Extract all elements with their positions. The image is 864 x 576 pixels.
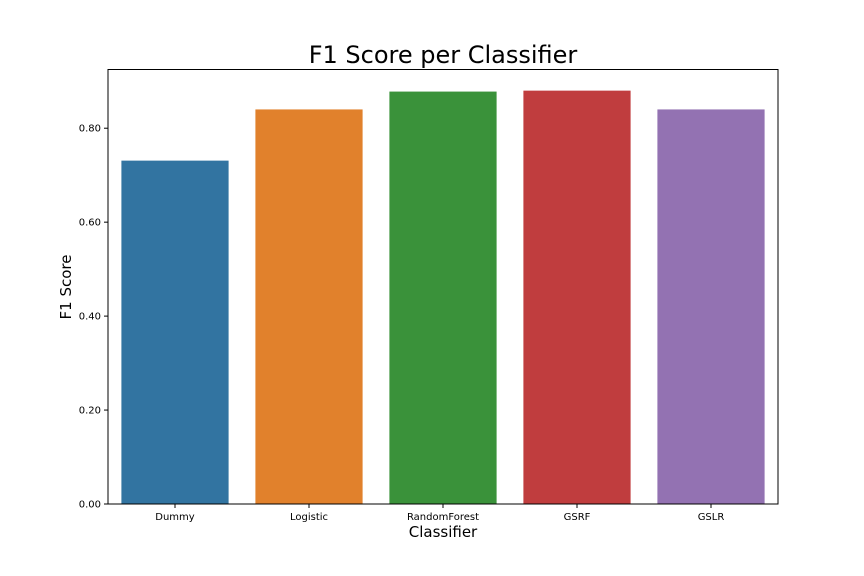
y-tick-label: 0.60 <box>79 218 101 229</box>
bar-randomforest <box>389 91 497 504</box>
x-tick-label: RandomForest <box>407 512 479 523</box>
x-tick-label: GSRF <box>564 512 591 523</box>
bar-gslr <box>657 109 765 504</box>
x-tick-label: Dummy <box>155 512 195 523</box>
bars <box>121 90 765 504</box>
bar-logistic <box>255 109 363 504</box>
y-tick-label: 0.40 <box>79 312 101 323</box>
x-tick-label: Logistic <box>290 512 328 523</box>
x-axis-ticks: Dummy Logistic RandomForest GSRF GSLR <box>155 504 724 523</box>
bar-gsrf <box>523 90 631 504</box>
x-tick-label: GSLR <box>698 512 725 523</box>
y-tick-label: 0.00 <box>79 500 101 511</box>
y-tick-label: 0.80 <box>79 124 101 135</box>
y-tick-label: 0.20 <box>79 406 101 417</box>
y-axis-ticks: 0.00 0.20 0.40 0.60 0.80 <box>79 124 108 511</box>
plot-frame <box>107 69 779 505</box>
x-axis-label: Classifier <box>409 523 478 541</box>
y-axis-label: F1 Score <box>57 255 75 320</box>
chart-title: F1 Score per Classifier <box>309 41 578 69</box>
bar-dummy <box>121 160 229 504</box>
